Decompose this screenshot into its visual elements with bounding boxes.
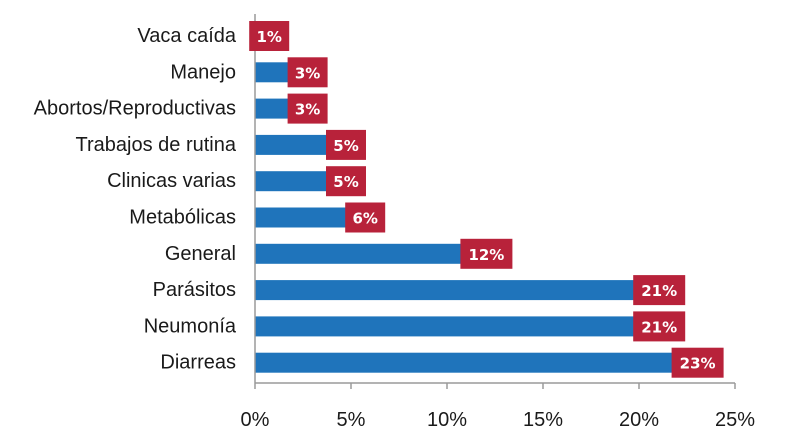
data-labels-group: 1% 3% 3% 5% 5% 6% 12% 21% 21% 23% (249, 21, 724, 378)
category-label: Neumonía (144, 315, 237, 337)
data-label-box (326, 166, 366, 197)
data-label: 3% (295, 101, 320, 119)
category-labels: Vaca caída Manejo Abortos/Reproductivas Tra… (34, 25, 237, 374)
bar (255, 352, 697, 373)
data-label: 3% (295, 64, 320, 82)
data-label-box (326, 129, 366, 160)
data-label: 12% (468, 246, 504, 264)
data-label-box (345, 202, 386, 233)
x-axis: 0% 5% 10% 15% 20% 25% (241, 14, 755, 431)
data-label-box (249, 21, 290, 51)
data-label-box (460, 238, 513, 269)
category-label: Clinicas varias (107, 170, 236, 192)
bar (255, 207, 371, 228)
data-label-box (633, 275, 686, 306)
category-label: Parásitos (153, 279, 236, 301)
x-tick-label: 25% (715, 409, 755, 431)
category-label: Trabajos de rutina (76, 134, 237, 156)
bar (255, 243, 486, 264)
data-label: 21% (641, 282, 677, 300)
bar (255, 280, 659, 301)
data-label: 21% (641, 318, 677, 336)
x-tick-label: 10% (427, 409, 467, 431)
data-label: 23% (680, 355, 716, 373)
x-tick-label: 5% (337, 409, 366, 431)
x-tick-label: 0% (241, 409, 270, 431)
data-label-box (671, 347, 724, 378)
bar (255, 316, 659, 337)
category-label: Manejo (170, 61, 236, 83)
category-label: General (165, 243, 236, 265)
category-label: Diarreas (160, 352, 236, 374)
data-label: 5% (333, 137, 358, 155)
category-label: Vaca caída (137, 25, 236, 47)
category-label: Abortos/Reproductivas (34, 98, 236, 120)
category-label: Metabólicas (129, 207, 236, 229)
data-label-box (633, 311, 686, 342)
data-label-box (287, 57, 328, 88)
data-label: 5% (333, 173, 358, 191)
bars-group (255, 26, 697, 373)
data-label: 6% (352, 210, 377, 228)
data-label-box (287, 93, 328, 124)
x-tick-label: 20% (619, 409, 659, 431)
x-tick-label: 15% (523, 409, 563, 431)
data-label: 1% (256, 28, 281, 46)
